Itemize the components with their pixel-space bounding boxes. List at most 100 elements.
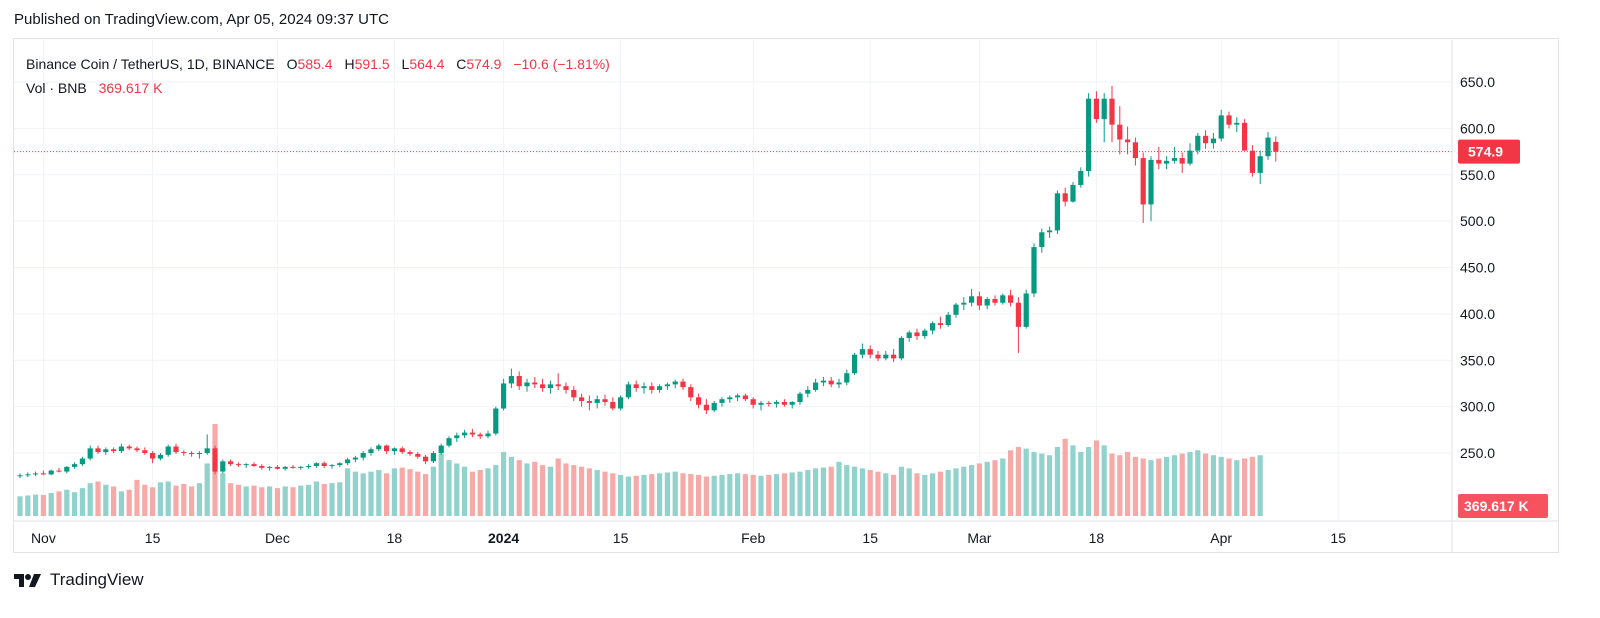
candle [1078,167,1084,188]
candle [532,376,538,389]
candle [703,399,709,415]
candle-body [1156,159,1162,164]
candle [337,462,343,467]
candle-body [781,401,787,405]
volume-bar [1109,453,1115,516]
volume-bar [953,468,959,516]
volume-bar [727,474,733,516]
candle [976,291,982,311]
candle-body [672,381,678,385]
candle-body [220,461,226,472]
candle-body [345,459,351,464]
candle [313,462,319,468]
candle-body [1054,193,1060,231]
time-tick-label: 15 [145,530,161,546]
candle [781,399,787,407]
volume-bar [984,461,990,516]
volume-bar [1148,460,1154,516]
volume-bar [610,473,616,516]
candle-body [680,381,686,388]
candle-body [906,332,912,338]
candle-body [423,456,429,462]
chart-frame[interactable] [13,38,1559,553]
candle [797,391,803,405]
volume-bar [17,496,23,516]
candle [477,432,483,440]
candle [649,382,655,394]
price-tick-label: 450.0 [1460,260,1495,276]
volume-label[interactable]: Vol · BNB [26,80,87,96]
volume-bar [87,483,93,516]
candle [360,451,366,461]
candle [235,462,241,467]
candle-body [415,453,421,457]
volume-bar [1171,455,1177,516]
candle [423,454,429,465]
candle [56,467,62,473]
volume-bar [469,471,475,516]
volume-bar [259,487,265,516]
candle-body [1062,193,1068,202]
candle-body [111,449,117,452]
candle-body [836,382,842,385]
candle-body [555,384,561,387]
time-tick-label: 15 [613,530,629,546]
candle-body [462,432,468,436]
candle-body [1234,122,1240,125]
candle [594,395,600,409]
candle [586,395,592,411]
candle-body [391,448,397,452]
candle [17,473,23,479]
candle [571,386,577,402]
candle [345,457,351,466]
candle-body [696,397,702,405]
volume-bar [1070,445,1076,516]
low-label: L [401,56,410,72]
candle-body [758,402,764,405]
candle [298,465,304,470]
volume-bar [423,474,429,516]
tradingview-logo-icon[interactable] [14,572,44,588]
candle [181,450,187,456]
candle-body [727,397,733,400]
volume-bar [274,488,280,516]
volume-bar [844,465,850,516]
price-tick-label: 300.0 [1460,399,1495,415]
candle [618,395,624,411]
volume-bar [532,461,538,516]
volume-bar [1125,451,1131,516]
candle [1101,93,1107,143]
candle-body [212,448,218,472]
candle [524,378,530,392]
candle [352,455,358,463]
volume-bar [72,492,78,516]
volume-bar [1008,450,1014,516]
candle [579,393,585,407]
candle-body [196,453,202,454]
time-tick-label: Apr [1210,530,1232,546]
tradingview-brand[interactable]: TradingView [50,570,144,589]
candle-body [633,384,639,389]
time-tick-label: Nov [31,530,56,546]
volume-bar [1015,447,1021,516]
volume-value: 369.617 K [98,80,163,96]
volume-bar [781,473,787,516]
candle-body [750,399,756,405]
candle-body [1093,98,1099,120]
symbol-title[interactable]: Binance Coin / TetherUS, 1D, BINANCE [26,56,275,72]
candle [64,465,70,474]
candle-body [189,453,195,454]
volume-bar [189,486,195,516]
ohlc-row: Binance Coin / TetherUS, 1D, BINANCE O58… [26,52,610,76]
candle-body [657,386,663,390]
candle [462,429,468,439]
candle-body [118,446,124,452]
candle [1117,106,1123,155]
candle-body [501,383,507,409]
candle [610,397,616,411]
candle-body [352,457,358,460]
candle [914,328,920,340]
candle [719,397,725,407]
candle-body [1140,158,1146,205]
